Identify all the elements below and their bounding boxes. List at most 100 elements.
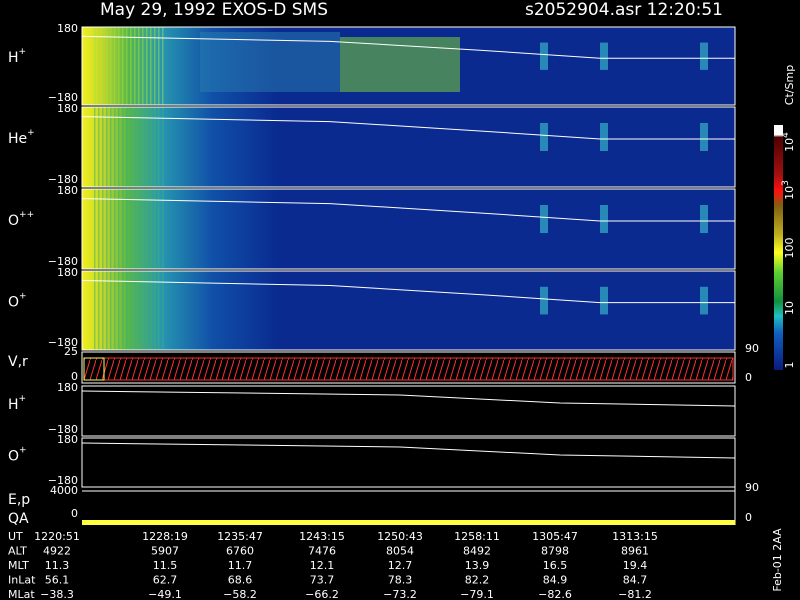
cell: 7476: [308, 545, 336, 558]
stripe: [134, 107, 136, 187]
panel-frame: [81, 106, 736, 188]
stripe: [158, 107, 160, 187]
cell: −73.2: [383, 588, 417, 600]
cell: 1258:11: [454, 530, 500, 543]
stripe: [122, 27, 124, 105]
velocity-hatch: [103, 357, 734, 381]
trace: [81, 390, 736, 407]
stripe: [122, 107, 124, 187]
burst: [600, 286, 608, 315]
stripe: [134, 271, 136, 350]
cell: 12.7: [388, 559, 413, 572]
stripe: [94, 107, 96, 187]
stripe: [114, 189, 116, 269]
stripe: [142, 271, 144, 350]
stripe: [118, 271, 120, 350]
right-axis-top: 90: [745, 342, 759, 355]
panel-frame: [81, 270, 736, 351]
cell: −82.6: [538, 588, 572, 600]
stripe: [94, 27, 96, 105]
stripe: [106, 107, 108, 187]
charge: +: [19, 445, 27, 455]
base: 1: [783, 362, 796, 369]
burst: [340, 37, 460, 92]
right-axis-bottom: 0: [745, 371, 752, 384]
exponent: 4: [781, 132, 791, 138]
cell: 11.3: [45, 559, 70, 572]
stripe: [110, 189, 112, 269]
stripe: [138, 27, 140, 105]
stripe: [98, 189, 100, 269]
burst: [540, 286, 548, 315]
stripe: [102, 107, 104, 187]
panel-label: QA: [8, 511, 29, 527]
stripe: [146, 27, 148, 105]
stripe: [162, 189, 164, 269]
stripe: [138, 271, 140, 350]
axis-top: 25: [64, 345, 78, 358]
panel-label: He+: [8, 128, 35, 148]
base: 100: [783, 238, 796, 259]
panel-label: O++: [8, 210, 34, 230]
axis-bottom: −180: [48, 255, 78, 268]
panel-label: E,p: [8, 492, 30, 508]
panel-frame: [81, 351, 736, 384]
colorbar-label: 1: [783, 362, 796, 369]
burst: [600, 205, 608, 233]
stripe: [130, 27, 132, 105]
stripe: [114, 107, 116, 187]
stripe: [122, 271, 124, 350]
qa-bar: [82, 520, 735, 525]
file-name: s2052904.asr 12:20:51: [525, 0, 723, 20]
title: May 29, 1992 EXOS-D SMS: [100, 0, 328, 20]
stripe: [142, 27, 144, 105]
stripe: [98, 271, 100, 350]
burst: [700, 42, 708, 70]
row-label: MLT: [8, 559, 29, 572]
stripe: [110, 271, 112, 350]
axis-top: 180: [57, 433, 78, 446]
cell: 73.7: [310, 574, 335, 587]
stripe: [94, 271, 96, 350]
cell: 6760: [226, 545, 254, 558]
trace: [81, 198, 735, 222]
burst: [700, 123, 708, 151]
stripe: [138, 107, 140, 187]
stripe: [146, 271, 148, 350]
species: O: [8, 295, 19, 311]
trace: [81, 442, 736, 459]
right-axis-bottom: 0: [745, 511, 752, 524]
stripe: [118, 189, 120, 269]
row-label: ALT: [8, 545, 27, 558]
trace: [81, 116, 735, 140]
panel-label: O+: [8, 291, 27, 311]
panel-label: H+: [8, 394, 26, 414]
axis-top: 180: [57, 381, 78, 394]
species: O: [8, 449, 19, 465]
panel-frame: [81, 437, 736, 488]
stripe: [118, 27, 120, 105]
axis-top: 180: [57, 102, 78, 115]
panel-frame: [81, 26, 736, 106]
cell: 8054: [386, 545, 414, 558]
cell: −58.2: [223, 588, 257, 600]
cell: 1228:19: [142, 530, 188, 543]
base: 10: [783, 186, 796, 200]
axis-bottom: −180: [48, 423, 78, 436]
stripe: [150, 27, 152, 105]
colorbar: [774, 125, 783, 370]
colorbar-label: 103: [781, 180, 797, 200]
cell: 8961: [621, 545, 649, 558]
stripe: [162, 271, 164, 350]
cell: −49.1: [148, 588, 182, 600]
axis-top: 180: [57, 266, 78, 279]
stripe: [114, 27, 116, 105]
stripe: [126, 271, 128, 350]
stripe: [126, 107, 128, 187]
burst: [540, 123, 548, 151]
stripe: [134, 27, 136, 105]
stripe: [106, 27, 108, 105]
colorbar-label: 104: [781, 132, 797, 152]
cell: 1243:15: [299, 530, 345, 543]
